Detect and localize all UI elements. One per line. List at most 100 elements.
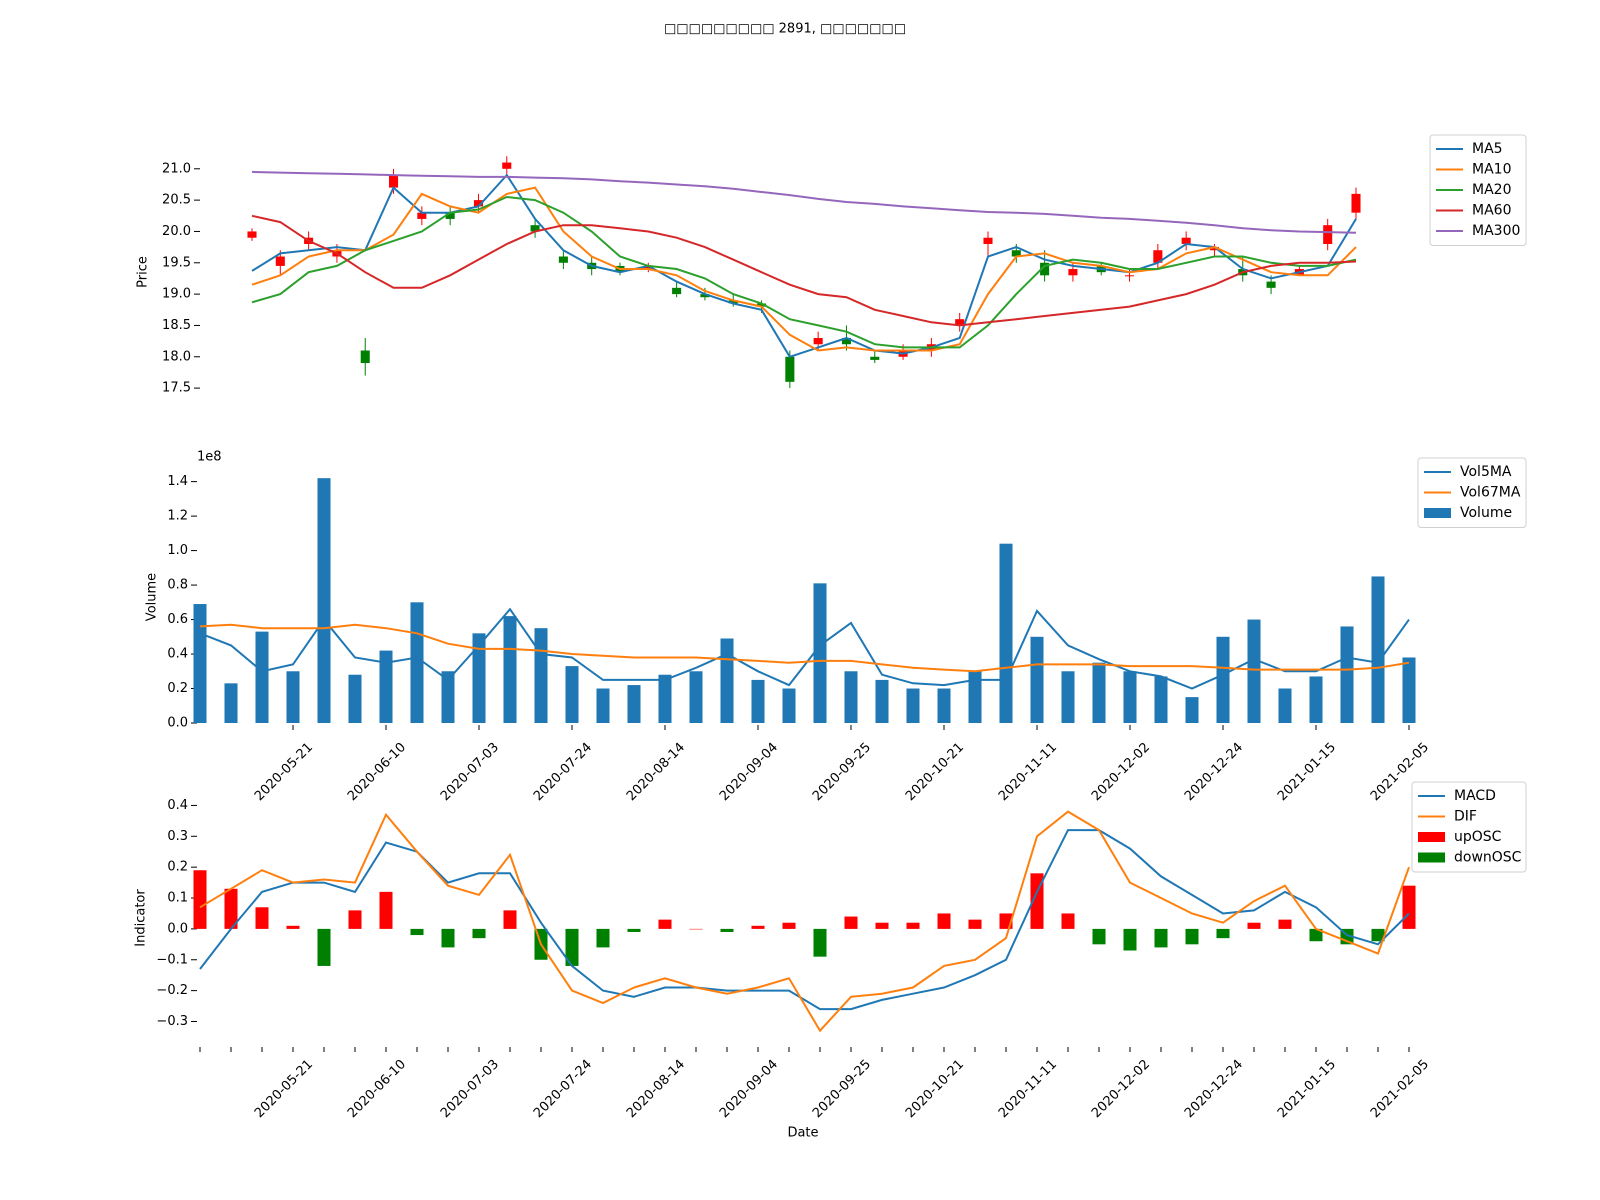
bar bbox=[1030, 636, 1044, 723]
bar bbox=[1371, 928, 1385, 942]
line-series bbox=[251, 195, 1357, 349]
bar bbox=[1402, 657, 1416, 723]
y-tick-label: 20.0 bbox=[162, 224, 191, 239]
bar bbox=[1247, 922, 1261, 929]
bar bbox=[379, 650, 393, 723]
bar bbox=[751, 679, 765, 723]
bar bbox=[813, 928, 827, 957]
candle-body bbox=[643, 265, 653, 270]
legend-swatch bbox=[1418, 832, 1445, 842]
bar bbox=[751, 925, 765, 929]
candle-body bbox=[672, 287, 682, 295]
bar bbox=[565, 928, 579, 966]
bar bbox=[596, 928, 610, 948]
bar bbox=[1092, 662, 1106, 723]
bar bbox=[844, 916, 858, 929]
y-tick-label: −0.2 bbox=[156, 983, 188, 998]
y-tick-label: 0.3 bbox=[167, 829, 188, 844]
bar bbox=[503, 616, 517, 723]
bar bbox=[1216, 928, 1230, 939]
y-tick-label: 0.4 bbox=[167, 647, 188, 662]
candle-body bbox=[1209, 247, 1219, 251]
legend-label: MACD bbox=[1454, 788, 1496, 804]
candle-body bbox=[841, 337, 851, 345]
bar bbox=[1402, 885, 1416, 929]
y-tick-label: −0.1 bbox=[156, 952, 188, 967]
legend-label: upOSC bbox=[1454, 829, 1502, 845]
bar bbox=[1123, 928, 1137, 951]
bar bbox=[410, 602, 424, 723]
bar bbox=[348, 910, 362, 929]
candle-body bbox=[1323, 225, 1333, 244]
legend-label: DIF bbox=[1454, 809, 1477, 825]
bar bbox=[255, 631, 269, 723]
y-tick-label: 18.0 bbox=[162, 349, 191, 364]
y-tick-label: 0.4 bbox=[167, 798, 188, 813]
y-tick-label: 17.5 bbox=[162, 381, 191, 396]
bar bbox=[1371, 576, 1385, 723]
legend-label: MA10 bbox=[1472, 162, 1511, 178]
chart-title: □□□□□□□□□ 2891, □□□□□□□ bbox=[664, 22, 906, 37]
candle-body bbox=[813, 337, 823, 345]
bar bbox=[875, 679, 889, 723]
bar bbox=[534, 628, 548, 723]
legend-label: MA60 bbox=[1472, 203, 1511, 219]
bar bbox=[1154, 928, 1168, 948]
legend-label: Volume bbox=[1460, 505, 1512, 521]
y-tick-label: 0.2 bbox=[167, 860, 188, 875]
y-tick-label: 1.0 bbox=[167, 543, 188, 558]
bar bbox=[1278, 688, 1292, 723]
y-tick-label: 20.5 bbox=[162, 193, 191, 208]
bar bbox=[689, 671, 703, 723]
line-series bbox=[199, 829, 1410, 1011]
y-tick-label: 1.2 bbox=[167, 509, 188, 524]
y-tick-label: −0.3 bbox=[156, 1014, 188, 1029]
y-tick-label: 0.6 bbox=[167, 612, 188, 627]
line-series bbox=[199, 623, 1410, 673]
bar bbox=[627, 685, 641, 723]
candle-body bbox=[700, 294, 710, 298]
bar bbox=[286, 925, 300, 929]
bar bbox=[441, 671, 455, 723]
candle-body bbox=[275, 256, 285, 266]
bar bbox=[782, 688, 796, 723]
bar bbox=[782, 922, 796, 929]
bar bbox=[193, 604, 207, 723]
candle-body bbox=[1351, 193, 1361, 213]
bar bbox=[689, 928, 703, 930]
bar bbox=[596, 688, 610, 723]
candle-body bbox=[1125, 275, 1135, 277]
bar bbox=[472, 633, 486, 723]
candle-body bbox=[1011, 250, 1021, 257]
legend-label: MA20 bbox=[1472, 182, 1511, 198]
legend-label: downOSC bbox=[1454, 850, 1522, 866]
line-series bbox=[251, 173, 1357, 359]
bar bbox=[844, 671, 858, 723]
y-tick-label: 0.8 bbox=[167, 578, 188, 593]
line-series bbox=[251, 214, 1357, 327]
bar bbox=[1278, 919, 1292, 929]
legend-label: Vol5MA bbox=[1460, 464, 1512, 480]
candle-body bbox=[530, 225, 540, 232]
bar bbox=[1185, 697, 1199, 723]
bar bbox=[658, 674, 672, 723]
bar bbox=[906, 688, 920, 723]
bar bbox=[441, 928, 455, 948]
legend-swatch bbox=[1424, 508, 1451, 518]
bar bbox=[1309, 928, 1323, 942]
candle-body bbox=[1068, 269, 1078, 276]
candle-body bbox=[473, 200, 483, 207]
bar bbox=[503, 910, 517, 929]
y-tick-label: 19.0 bbox=[162, 287, 191, 302]
candle-body bbox=[1040, 262, 1050, 276]
y-tick-label: 18.5 bbox=[162, 318, 191, 333]
candle-body bbox=[389, 175, 399, 188]
bar bbox=[968, 919, 982, 929]
bar bbox=[410, 928, 424, 936]
bar bbox=[1340, 626, 1354, 723]
candle-body bbox=[502, 162, 512, 169]
legend-label: MA300 bbox=[1472, 223, 1520, 239]
candle-body bbox=[785, 356, 795, 382]
y-tick-label: 0.1 bbox=[167, 891, 188, 906]
